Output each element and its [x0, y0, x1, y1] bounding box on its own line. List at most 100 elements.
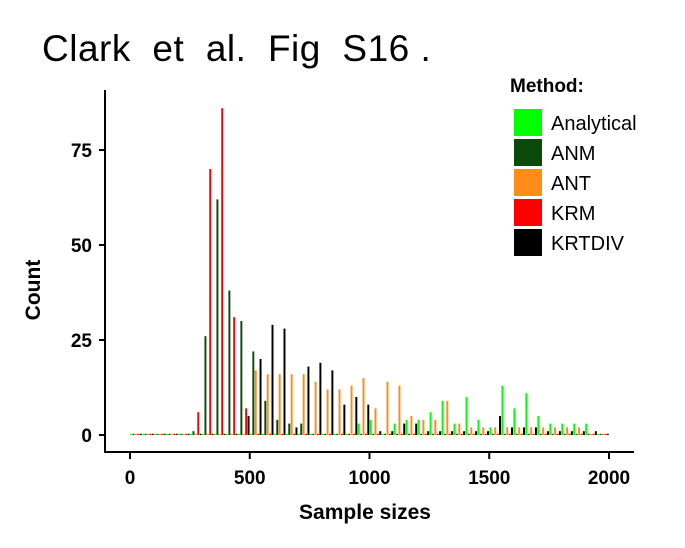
y-tick-label: 50 — [71, 236, 92, 257]
bar-krtdiv-1275 — [439, 431, 442, 435]
bar-krm-1825 — [568, 433, 571, 435]
bar-ant-1875 — [578, 427, 581, 435]
bar-analytical-725 — [297, 433, 300, 435]
bar-analytical-1075 — [381, 433, 384, 435]
bar-anm-175 — [168, 433, 171, 435]
bar-analytical-175 — [166, 433, 169, 435]
bar-krm-1175 — [412, 433, 415, 435]
bar-ant-1775 — [554, 427, 557, 435]
bar-analytical-1775 — [549, 423, 552, 435]
bar-ant-375 — [218, 433, 221, 435]
bar-krtdiv-175 — [175, 433, 178, 435]
bar-analytical-325 — [202, 433, 205, 435]
bar-analytical-1925 — [585, 423, 588, 435]
bar-ant-1575 — [506, 427, 509, 435]
bar-analytical-1275 — [429, 412, 432, 435]
bar-krtdiv-325 — [211, 433, 214, 435]
bar-anm-1775 — [551, 433, 554, 435]
legend-swatch-ant — [514, 169, 542, 196]
bar-krm-125 — [161, 433, 164, 435]
legend-swatch-krm — [514, 199, 542, 226]
bar-ant-1075 — [386, 381, 389, 435]
bar-anm-525 — [252, 351, 255, 435]
bar-anm-1125 — [396, 433, 399, 435]
legend-title: Method: — [510, 76, 584, 97]
bar-analytical-425 — [226, 433, 228, 435]
bar-ant-225 — [182, 433, 185, 435]
bar-analytical-775 — [309, 433, 312, 435]
bar-ant-1675 — [530, 427, 533, 435]
bar-krm-1275 — [436, 433, 439, 435]
bar-ant-1725 — [542, 427, 545, 435]
bar-analytical-1575 — [501, 385, 504, 435]
bar-ant-825 — [326, 389, 329, 435]
bar-analytical-225 — [178, 433, 181, 435]
y-tick-label: 25 — [71, 331, 93, 352]
bar-ant-625 — [278, 374, 281, 435]
bar-ant-325 — [206, 433, 209, 435]
y-tick-label: 0 — [81, 426, 92, 447]
bar-krm-725 — [305, 433, 308, 435]
bar-krtdiv-225 — [187, 433, 190, 435]
bar-krm-775 — [317, 433, 319, 435]
y-ticks: 0 25 50 75 — [71, 141, 105, 447]
bar-krm-1525 — [496, 433, 499, 435]
bar-ant-1175 — [410, 416, 413, 435]
bar-analytical-675 — [285, 433, 288, 435]
legend-swatch-krtdiv — [514, 229, 542, 256]
bar-krtdiv-125 — [163, 433, 166, 435]
bar-ant-1125 — [398, 385, 401, 435]
bar-anm-825 — [324, 433, 327, 435]
bar-analytical-1025 — [369, 419, 372, 435]
bar-krtdiv-775 — [319, 362, 322, 435]
bar-krm-1425 — [472, 433, 475, 435]
bar-krtdiv-25 — [139, 433, 142, 435]
bar-anm-25 — [132, 433, 135, 435]
bar-anm-675 — [288, 423, 291, 435]
bar-ant-725 — [302, 374, 305, 435]
bar-krtdiv-1225 — [427, 431, 430, 435]
bar-krtdiv-1125 — [403, 423, 406, 435]
bar-krm-825 — [329, 433, 331, 435]
bar-anm-1625 — [515, 433, 518, 435]
bar-anm-725 — [300, 423, 303, 435]
bar-krm-1075 — [388, 433, 391, 435]
bar-anm-75 — [144, 433, 147, 435]
bar-analytical-125 — [154, 433, 157, 435]
bar-anm-625 — [276, 419, 279, 435]
bar-krm-325 — [209, 169, 212, 435]
bar-anm-1275 — [431, 433, 434, 435]
bar-krm-1375 — [460, 433, 463, 435]
bar-ant-125 — [158, 433, 161, 435]
x-tick-label: 2000 — [588, 468, 630, 489]
bar-krtdiv-1425 — [475, 431, 478, 435]
bar-ant-1375 — [458, 423, 461, 435]
bar-krm-75 — [149, 433, 152, 435]
bar-krtdiv-725 — [307, 366, 310, 435]
bar-ant-1325 — [446, 400, 449, 435]
bar-krm-1475 — [484, 433, 487, 435]
x-ticks: 0 500 1000 1500 2000 — [125, 452, 630, 489]
bar-krtdiv-1325 — [451, 431, 454, 435]
x-tick-label: 500 — [234, 468, 266, 489]
bar-krtdiv-1975 — [606, 433, 609, 435]
bar-analytical-375 — [214, 433, 216, 435]
legend-swatch-anm — [514, 139, 542, 166]
bar-anm-1175 — [408, 433, 410, 435]
bar-krtdiv-525 — [259, 359, 262, 435]
bar-anm-1325 — [443, 433, 446, 435]
bar-analytical-1125 — [393, 423, 396, 435]
bar-analytical-1175 — [405, 419, 408, 435]
bar-ant-25 — [135, 433, 137, 435]
bar-krm-625 — [281, 433, 284, 435]
bar-krtdiv-1375 — [463, 431, 466, 435]
bar-krm-1575 — [508, 433, 511, 435]
bar-krm-1775 — [556, 433, 559, 435]
figure-title: Clark et al. Fig S16 . — [42, 28, 432, 69]
bar-ant-1525 — [494, 427, 497, 435]
bar-analytical-925 — [345, 433, 348, 435]
x-tick-label: 1500 — [468, 468, 510, 489]
bar-anm-1825 — [563, 433, 566, 435]
bar-analytical-1525 — [489, 427, 492, 435]
legend: Method: Analytical ANM ANT KRM KRTDIV — [510, 76, 637, 256]
